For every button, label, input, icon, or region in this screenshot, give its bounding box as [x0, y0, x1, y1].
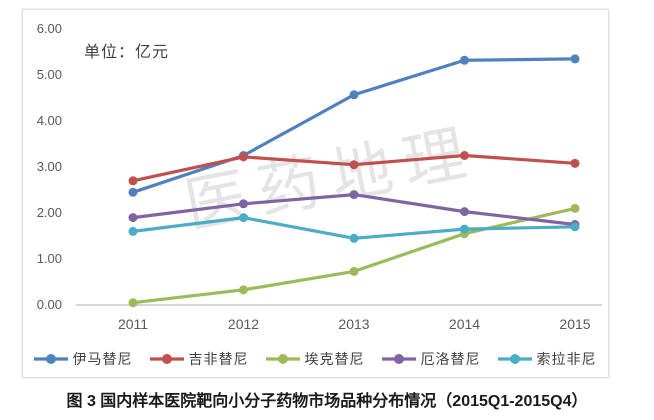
data-point	[460, 151, 469, 160]
data-point	[460, 207, 469, 217]
y-tick-label: 1.00	[36, 251, 62, 266]
legend-marker-icon	[149, 354, 184, 364]
data-point	[128, 187, 138, 197]
data-point	[349, 233, 359, 243]
data-point	[349, 90, 359, 100]
figure-caption: 图 3 国内样本医院靶向小分子药物市场品种分布情况（2015Q1-2015Q4）	[66, 393, 588, 410]
data-point	[239, 152, 248, 162]
y-tick-label: 5.00	[36, 67, 62, 82]
data-point	[349, 190, 359, 200]
data-point	[460, 224, 469, 234]
x-tick-label: 2014	[448, 316, 481, 332]
data-point	[349, 160, 359, 170]
legend-label: 索拉非尼	[536, 351, 597, 367]
x-tick-label: 2012	[227, 316, 260, 332]
data-point	[128, 226, 138, 236]
data-point	[128, 213, 138, 223]
legend-item-3: 厄洛替尼	[381, 349, 481, 369]
y-tick-label: 0.00	[36, 297, 62, 312]
series-line-0	[131, 57, 577, 194]
chart-legend: 伊马替尼 吉非替尼 埃克替尼 厄洛替尼 索拉非尼	[22, 347, 607, 371]
unit-label: 单位：亿元	[84, 44, 170, 61]
y-tick-label: 3.00	[36, 159, 62, 174]
legend-label: 厄洛替尼	[420, 351, 481, 367]
data-point	[239, 213, 248, 223]
legend-item-0: 伊马替尼	[33, 349, 133, 369]
legend-item-1: 吉非替尼	[149, 349, 249, 369]
data-point	[128, 298, 138, 308]
legend-label: 伊马替尼	[72, 351, 133, 367]
data-point	[128, 176, 138, 186]
legend-marker-icon	[265, 354, 300, 364]
legend-label: 埃克替尼	[304, 351, 365, 367]
y-tick-label: 4.00	[36, 113, 62, 128]
data-point	[570, 203, 580, 213]
data-point	[349, 266, 359, 276]
x-tick-label: 2011	[117, 316, 149, 332]
data-point	[570, 158, 580, 168]
legend-item-4: 索拉非尼	[497, 349, 597, 369]
legend-marker-icon	[497, 354, 532, 364]
legend-marker-icon	[381, 354, 416, 364]
x-tick-label: 2015	[559, 316, 591, 332]
data-point	[239, 199, 248, 209]
data-point	[460, 55, 469, 65]
legend-marker-icon	[33, 354, 68, 364]
data-point	[570, 54, 580, 64]
legend-label: 吉非替尼	[188, 351, 249, 367]
data-point	[239, 285, 248, 295]
y-tick-label: 6.00	[36, 21, 62, 36]
y-tick-label: 2.00	[36, 205, 62, 220]
data-point	[570, 222, 580, 232]
x-tick-label: 2013	[338, 316, 370, 332]
legend-item-2: 埃克替尼	[265, 349, 365, 369]
chart-panel	[22, 9, 609, 378]
